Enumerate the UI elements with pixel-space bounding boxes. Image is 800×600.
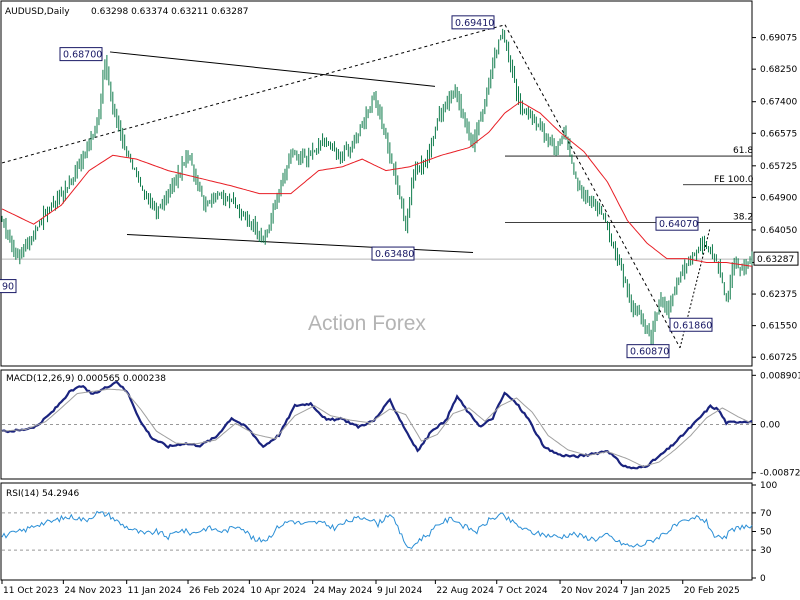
price-axis-tick: 0.62375 [760, 290, 797, 300]
price-annotation-label: 0.64070 [659, 219, 698, 230]
price-axis-tick: 0.64900 [760, 193, 797, 203]
rsi-axis-tick: 30 [760, 546, 772, 556]
date-axis-tick: 10 Apr 2024 [250, 586, 306, 596]
date-axis-tick: 24 Nov 2023 [64, 586, 122, 596]
macd-axis-tick: 0.008901 [760, 371, 800, 381]
macd-axis-tick: -0.008729 [760, 469, 800, 479]
date-axis-tick: 22 Aug 2024 [436, 586, 494, 596]
fibonacci-level-label: FE 100.0 [714, 175, 754, 185]
dashed-down-trendline [504, 24, 681, 349]
price-annotation-box [669, 317, 713, 332]
left-edge-label: 90 [2, 282, 14, 293]
date-axis-tick: 20 Nov 2024 [561, 586, 619, 596]
date-axis-tick: 11 Oct 2023 [3, 586, 59, 596]
rsi-axis-tick: 50 [760, 528, 772, 538]
watermark: Action Forex [308, 312, 426, 335]
channel-top-trendline [109, 51, 436, 87]
date-axis-tick: 20 Feb 2025 [684, 586, 740, 596]
symbol-label: AUDUSD,Daily [5, 7, 70, 17]
price-axis-tick: 0.60725 [760, 353, 797, 363]
price-annotation-label: 0.69410 [455, 18, 494, 29]
price-annotation-box [626, 344, 670, 359]
price-annotation-box [655, 216, 699, 231]
macd-line [1, 380, 753, 470]
fibonacci-level-label: 38.2 [733, 213, 753, 223]
dotted-trendline-upper [1, 24, 506, 164]
price-axis-tick: 0.65725 [760, 162, 797, 172]
price-annotation-label: 0.63480 [375, 249, 414, 260]
current-price-tag-box [753, 251, 799, 266]
rsi-axis-tick: 100 [760, 481, 777, 491]
left-edge-label-box [0, 279, 17, 294]
rsi-line [1, 510, 753, 550]
price-axis-tick: 0.68250 [760, 65, 797, 75]
current-price-tag: 0.63287 [757, 255, 794, 265]
fibonacci-level-label: 61.8 [733, 146, 753, 156]
price-annotation-label: 0.61860 [673, 320, 712, 331]
macd-title: MACD(12,26,9) 0.000565 0.000238 [6, 374, 166, 384]
price-annotation-box [59, 47, 103, 62]
rsi-axis-tick: 70 [760, 509, 772, 519]
moving-average-line [1, 101, 753, 267]
rsi-pane-frame [0, 482, 753, 581]
macd-signal-line [1, 388, 753, 468]
price-axis-tick: 0.69075 [760, 34, 797, 44]
channel-bottom-trendline [126, 234, 474, 254]
macd-axis-tick: 0.00 [760, 421, 780, 431]
ohlc-readout: 0.63298 0.63374 0.63211 0.63287 [91, 7, 248, 17]
price-annotation-box [371, 246, 415, 261]
price-axis-tick: 0.66575 [760, 129, 797, 139]
price-axis-tick: 0.61550 [760, 322, 797, 332]
date-axis-tick: 7 Oct 2024 [498, 586, 548, 596]
price-axis-tick: 0.67400 [760, 98, 797, 108]
price-annotation-label: 0.60870 [630, 347, 669, 358]
price-annotation-label: 0.68700 [63, 50, 102, 61]
date-axis-tick: 24 May 2024 [314, 586, 373, 596]
price-axis-tick: 0.64050 [760, 226, 797, 236]
date-axis-tick: 26 Feb 2024 [189, 586, 245, 596]
price-annotation-box [451, 15, 495, 30]
date-axis-tick: 11 Jan 2024 [128, 586, 182, 596]
rsi-axis-tick: 0 [760, 574, 766, 584]
price-pane-frame [0, 0, 753, 367]
rsi-title: RSI(14) 54.2946 [6, 489, 79, 499]
date-axis-tick: 7 Jan 2025 [622, 586, 670, 596]
date-axis-tick: 9 Jul 2024 [377, 586, 422, 596]
